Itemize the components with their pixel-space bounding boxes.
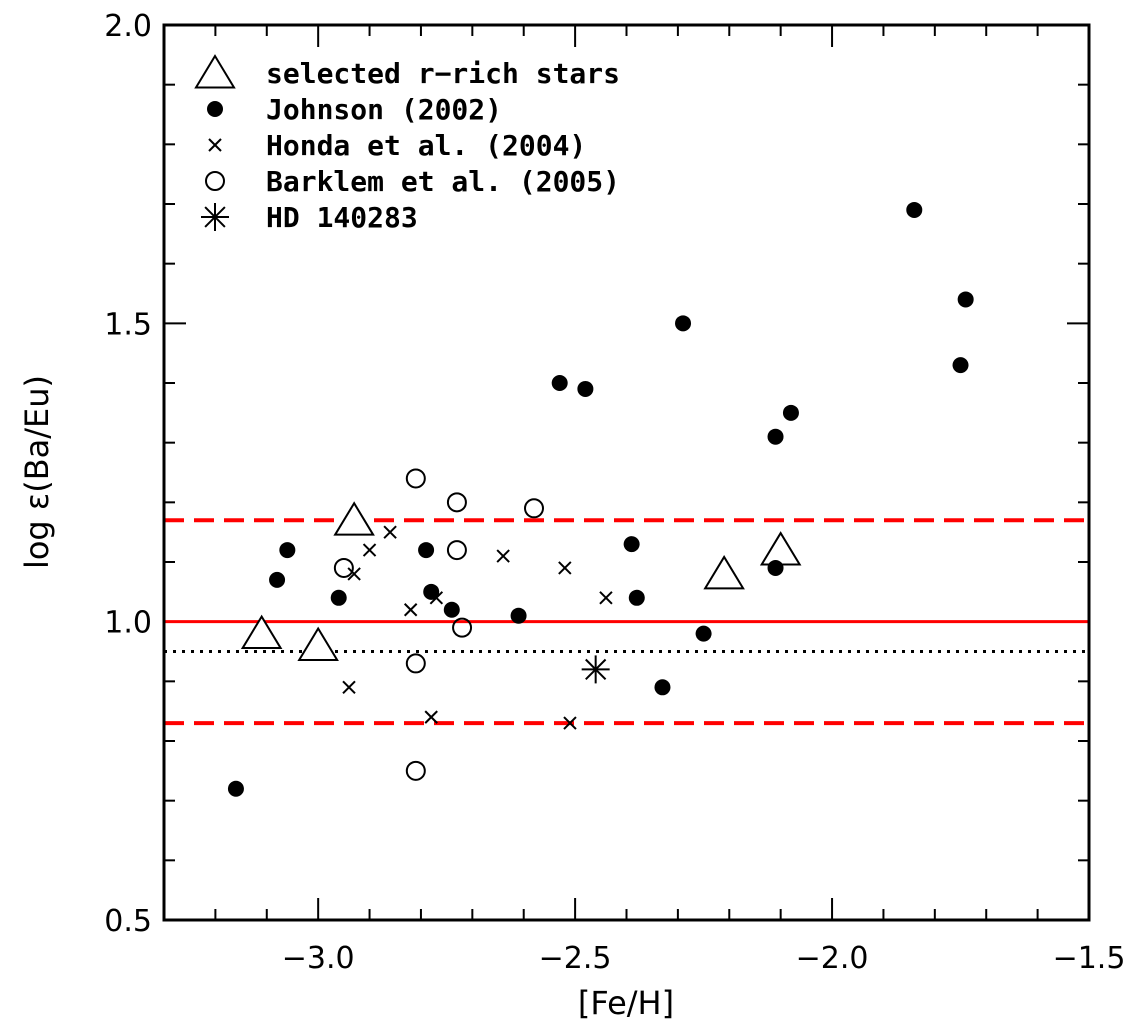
triangle-point bbox=[240, 614, 283, 650]
filled-circle-point bbox=[628, 589, 645, 606]
open-circle-point bbox=[446, 492, 467, 513]
filled-circle-point bbox=[654, 679, 671, 696]
open-circle-point bbox=[405, 468, 426, 489]
plot-frame bbox=[162, 23, 1091, 922]
filled-circle-point bbox=[510, 607, 527, 624]
y-tick-label: 2.0 bbox=[104, 9, 152, 44]
legend-marker-cross bbox=[208, 138, 222, 152]
y-tick-label: 1.5 bbox=[104, 307, 152, 342]
triangle-point bbox=[759, 531, 802, 566]
cross-point bbox=[558, 561, 572, 575]
filled-circle-point bbox=[695, 625, 712, 642]
filled-circle-point bbox=[952, 357, 969, 374]
filled-circle-point bbox=[418, 542, 435, 559]
x-tick-label: −3.0 bbox=[282, 941, 355, 976]
cross-point bbox=[347, 567, 361, 581]
x-tick-label: −2.5 bbox=[539, 941, 612, 976]
filled-circle-point bbox=[782, 404, 799, 421]
legend-label: Honda et al. (2004) bbox=[266, 129, 586, 162]
y-tick-label: 1.0 bbox=[104, 606, 152, 641]
cross-point bbox=[342, 680, 356, 695]
open-circle-point bbox=[446, 540, 467, 561]
filled-circle-point bbox=[577, 380, 594, 397]
cross-point bbox=[429, 591, 444, 605]
open-circle-point bbox=[452, 617, 473, 638]
legend-marker-triangle bbox=[194, 54, 236, 89]
filled-circle-point bbox=[279, 542, 296, 559]
filled-circle-point bbox=[957, 291, 974, 308]
data-markers bbox=[227, 201, 974, 797]
filled-circle-point bbox=[675, 315, 692, 332]
triangle-point bbox=[703, 554, 745, 590]
legend-label: selected r−rich stars bbox=[266, 57, 620, 90]
tick-labels: −3.0 −2.5 −2.0 −1.5 0.5 1.0 1.5 2.0 bbox=[104, 9, 1125, 976]
filled-circle-point bbox=[623, 536, 640, 553]
cross-point bbox=[563, 716, 577, 730]
open-circle-point bbox=[524, 498, 544, 519]
cross-point bbox=[403, 603, 418, 617]
legend-label: HD 140283 bbox=[266, 201, 418, 234]
filled-circle-point bbox=[551, 375, 568, 391]
open-circle-point bbox=[405, 653, 426, 674]
cross-point bbox=[362, 543, 377, 557]
x-axis-title: [Fe/H] bbox=[578, 984, 674, 1022]
filled-circle-point bbox=[269, 571, 286, 588]
triangle-point bbox=[333, 501, 375, 536]
filled-circle-point bbox=[443, 601, 460, 618]
legend-marker-asterisk bbox=[201, 203, 229, 231]
x-tick-label: −1.5 bbox=[1053, 941, 1126, 976]
cross-point bbox=[496, 549, 510, 563]
x-tick-label: −2.0 bbox=[796, 941, 869, 976]
filled-circle-point bbox=[330, 589, 347, 606]
cross-point bbox=[383, 525, 397, 539]
reference-lines bbox=[164, 518, 1089, 726]
asterisk-point bbox=[581, 655, 610, 684]
y-axis-title: log ε(Ba/Eu) bbox=[18, 375, 56, 569]
open-circle-point bbox=[333, 557, 354, 578]
filled-circle-point bbox=[906, 201, 923, 218]
cross-point bbox=[424, 710, 438, 724]
legend-marker-filled-circle bbox=[207, 101, 223, 117]
filled-circle-point bbox=[227, 780, 244, 797]
open-circle-point bbox=[405, 760, 426, 781]
triangle-point bbox=[297, 626, 339, 661]
legend-label: Barklem et al. (2005) bbox=[266, 165, 620, 198]
filled-circle-point bbox=[767, 559, 784, 576]
legend-marker-open-circle bbox=[205, 171, 225, 191]
y-tick-label: 0.5 bbox=[104, 904, 152, 939]
cross-point bbox=[599, 591, 613, 605]
filled-circle-point bbox=[767, 428, 784, 445]
legend-label: Johnson (2002) bbox=[266, 93, 502, 126]
